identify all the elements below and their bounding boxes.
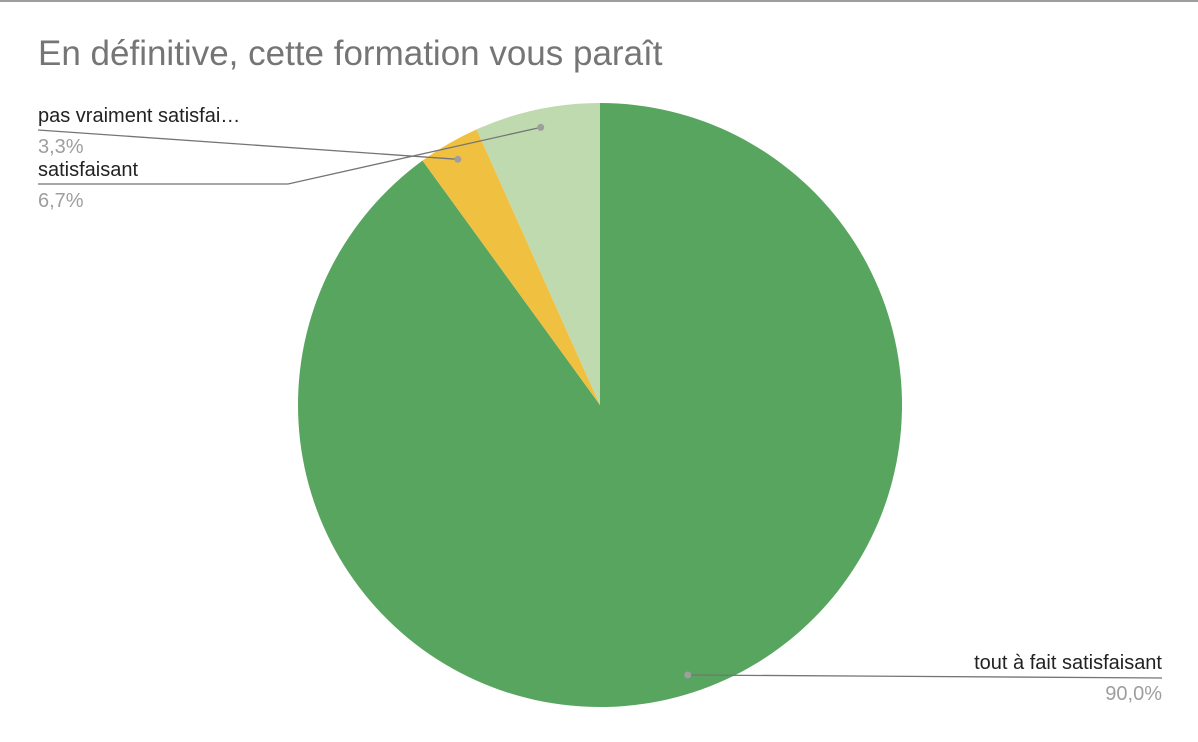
slice-label-tout-a-fait-satisfaisant: tout à fait satisfaisant [974, 652, 1162, 674]
slice-label-satisfaisant: satisfaisant [38, 159, 138, 181]
leader-lines [37, 123, 1163, 679]
slice-percent-satisfaisant: 6,7% [38, 190, 84, 212]
leader-line-satisfaisant [38, 126, 541, 185]
pie-slice-satisfaisant [476, 103, 600, 405]
leader-dot-tout-a-fait-satisfaisant [684, 671, 692, 679]
pie-slices [297, 103, 902, 708]
pie-slice-pas-vraiment-satisfai [422, 129, 600, 406]
leader-line-tout-a-fait-satisfaisant [687, 674, 1163, 679]
leader-dot-pas-vraiment-satisfaisant [454, 155, 462, 163]
leader-line-pas-vraiment-satisfaisant [37, 129, 458, 160]
chart-title: En définitive, cette formation vous para… [38, 34, 663, 73]
slice-label-pas-vraiment-satisfaisant: pas vraiment satisfai… [38, 105, 240, 127]
leader-dot-satisfaisant [537, 123, 545, 131]
chart-frame-top-border [0, 0, 1198, 2]
slice-percent-pas-vraiment-satisfaisant: 3,3% [38, 136, 84, 158]
pie-slice-tout-a-fait-satisfaisant [297, 103, 902, 708]
slice-percent-tout-a-fait-satisfaisant: 90,0% [1105, 683, 1162, 705]
